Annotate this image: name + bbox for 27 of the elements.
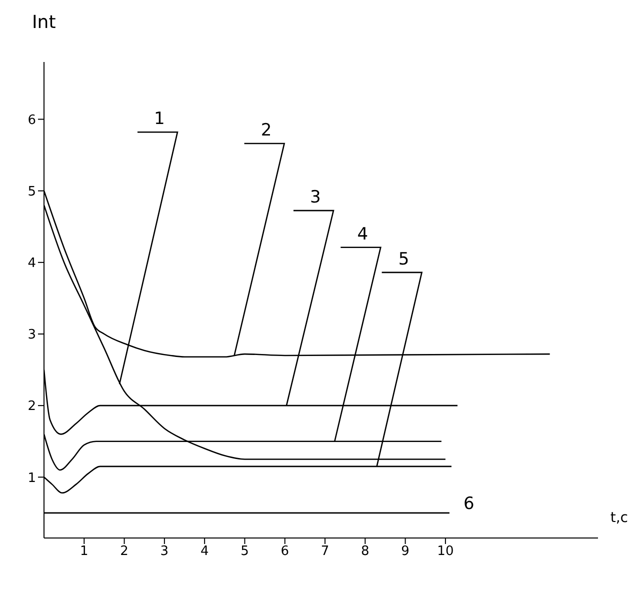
y-tick-label: 4 <box>28 256 36 272</box>
callout-leader: 3 <box>286 188 334 406</box>
x-tick-label: 7 <box>320 544 330 560</box>
x-tick-label: 4 <box>200 544 209 560</box>
y-tick-label: 5 <box>28 184 36 200</box>
annotation: 5 <box>398 249 410 270</box>
x-tick-label: 2 <box>120 544 128 560</box>
annotation: 4 <box>357 224 368 244</box>
callout-leader: 1 <box>118 109 178 384</box>
x-tick-label: 9 <box>401 544 410 560</box>
y-axis-title: Int <box>32 12 56 33</box>
x-tick-label: 5 <box>240 544 249 560</box>
x-tick-label: 10 <box>437 544 454 560</box>
x-tick-label: 8 <box>361 544 370 560</box>
x-tick-label: 1 <box>80 544 88 560</box>
x-tick-label: 3 <box>160 544 169 560</box>
y-tick-label: 3 <box>28 328 36 343</box>
y-tick-label: 1 <box>28 470 36 486</box>
y-tick-label: 2 <box>28 399 36 414</box>
annotation: 6 <box>463 494 474 514</box>
x-axis-title: t,c <box>610 510 628 526</box>
annotation: 2 <box>260 120 272 140</box>
annotation: 3 <box>310 188 321 208</box>
callout-leader: 2 <box>234 120 286 356</box>
annotation: 1 <box>154 109 165 130</box>
x-tick-label: 6 <box>280 544 290 560</box>
y-tick-label: 6 <box>28 112 36 128</box>
